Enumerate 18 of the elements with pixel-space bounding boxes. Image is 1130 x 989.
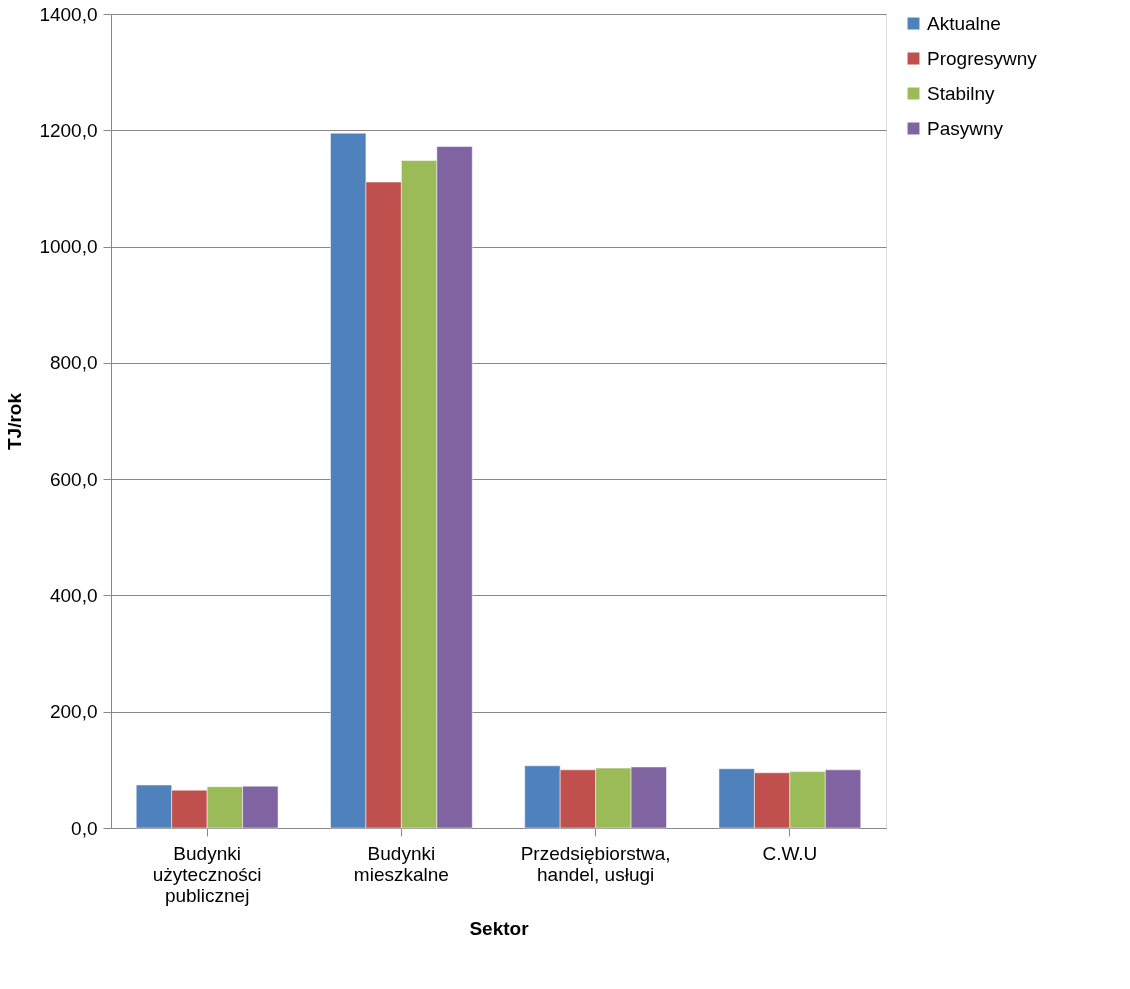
- x-tick-label: Przedsiębiorstwa, handel, usługi: [520, 842, 671, 885]
- y-tick-label: 800,0: [49, 352, 98, 374]
- y-tick-label: 1000,0: [39, 236, 98, 258]
- legend-label: Pasywny: [927, 117, 1004, 139]
- x-axis-title: Sektor: [469, 917, 530, 939]
- y-tick-label: 1200,0: [39, 119, 98, 141]
- x-tick-label: Budynki mieszkalne: [353, 842, 449, 885]
- y-tick-label: 1400,0: [39, 3, 98, 25]
- y-tick-label: 400,0: [49, 584, 98, 606]
- y-tick-label: 600,0: [49, 468, 98, 490]
- legend-label: Aktualne: [927, 12, 1001, 34]
- y-tick-label: 0,0: [71, 817, 98, 839]
- y-axis-title: TJ/rok: [4, 392, 26, 451]
- legend-label: Stabilny: [927, 82, 996, 104]
- x-tick-label: Budynki użyteczności publicznej: [152, 842, 262, 906]
- y-tick-label: 200,0: [49, 701, 98, 723]
- legend-label: Progresywny: [927, 47, 1038, 69]
- x-tick-label: C.W.U: [762, 842, 818, 864]
